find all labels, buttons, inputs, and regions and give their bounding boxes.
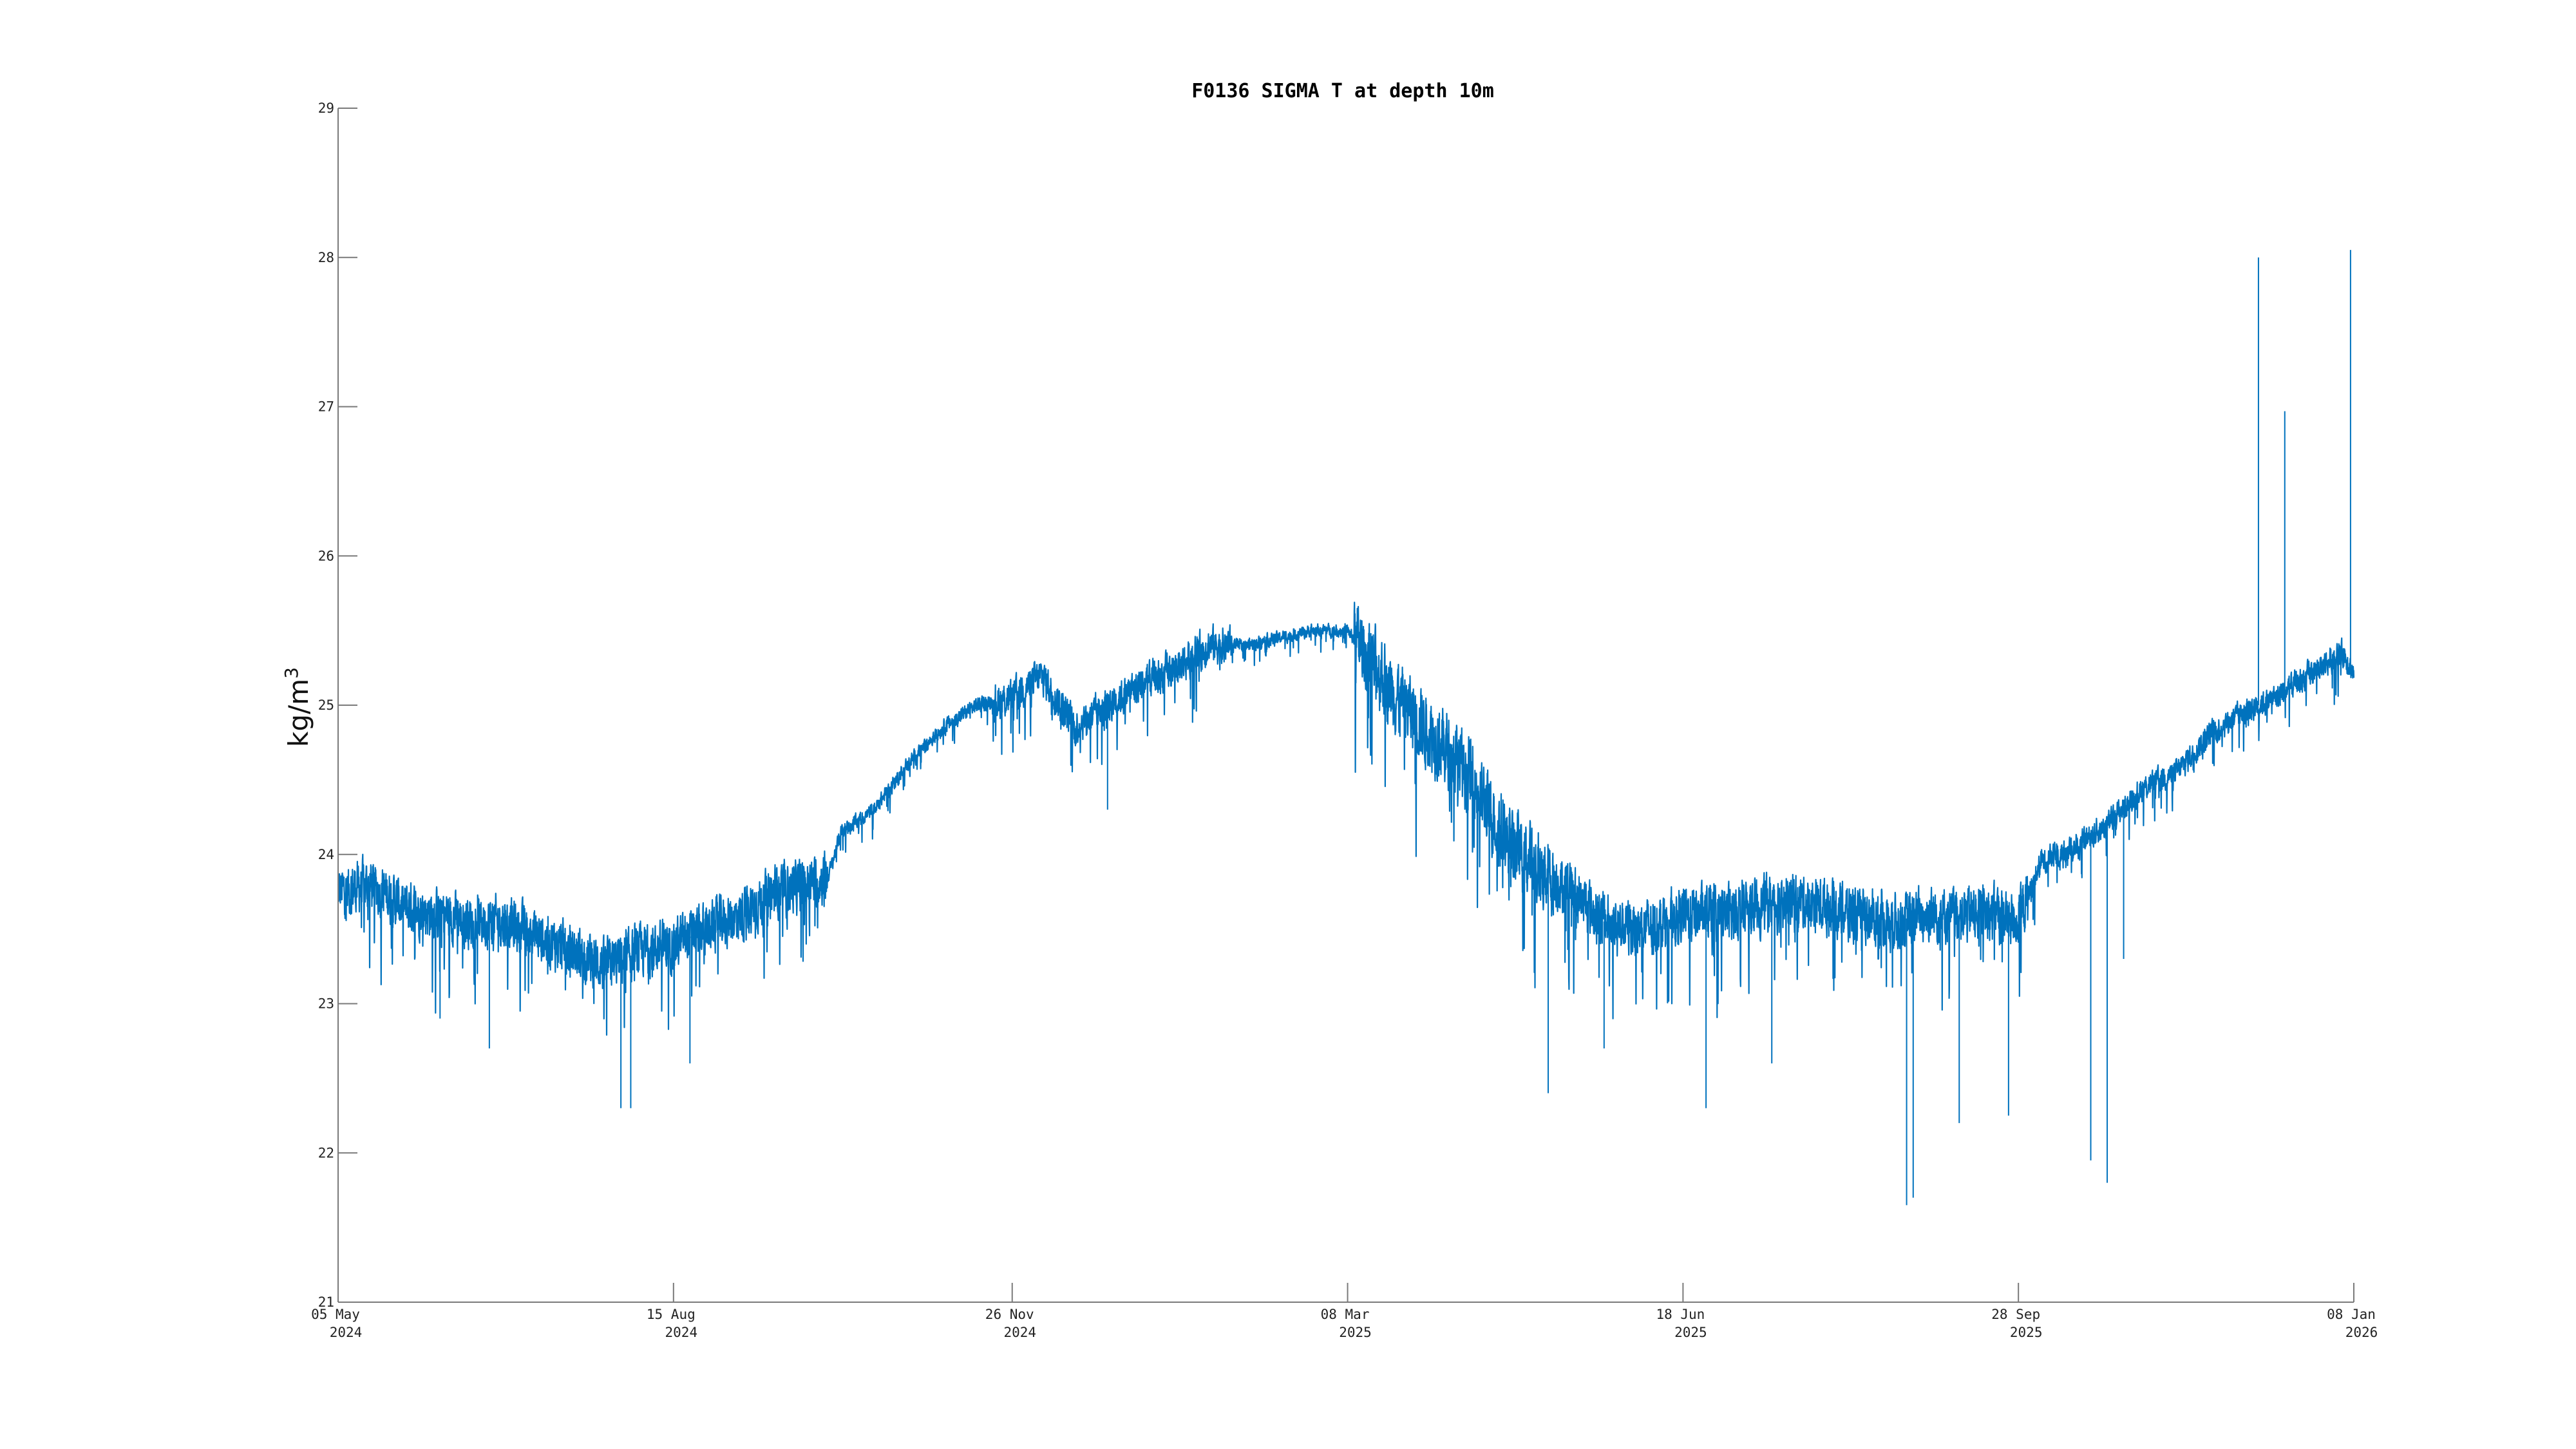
y-tick-label: 21: [318, 1294, 334, 1310]
x-tick-label-line2: 2026: [2345, 1325, 2378, 1340]
x-tick-label-line2: 2024: [665, 1325, 698, 1340]
x-tick-label-line2: 2025: [1674, 1325, 1707, 1340]
chart-title: F0136 SIGMA T at depth 10m: [1191, 80, 1494, 102]
y-tick-label: 22: [318, 1145, 334, 1160]
x-tick-label-line2: 2025: [2010, 1325, 2043, 1340]
svg-text:kg/m3: kg/m3: [281, 667, 314, 747]
x-tick-label-line2: 2024: [330, 1325, 363, 1340]
y-tick-label: 23: [318, 996, 334, 1012]
x-tick-label-line1: 28 Sep: [1991, 1307, 2040, 1322]
y-axis-label: kg/m3: [281, 667, 314, 747]
y-tick-label: 28: [318, 250, 334, 265]
plot-area: [337, 250, 2355, 1206]
y-tick-label: 29: [318, 100, 334, 116]
x-tick-label-line1: 26 Nov: [985, 1307, 1034, 1322]
y-axis-label-unit: kg/m: [283, 679, 314, 747]
x-tick-label-line2: 2024: [1003, 1325, 1036, 1340]
x-tick-label-line2: 2025: [1339, 1325, 1372, 1340]
y-axis-ticks: 21 22 23 24 25 26 27 28 29: [318, 100, 357, 1310]
y-axis-label-superscript: 3: [281, 667, 302, 679]
y-tick-label: 24: [318, 847, 334, 862]
x-tick-label-line1: 05 May: [311, 1307, 360, 1322]
x-tick-label-line1: 15 Aug: [647, 1307, 696, 1322]
series-line: [337, 601, 2355, 1036]
x-tick-label-line1: 08 Mar: [1321, 1307, 1370, 1322]
y-tick-label: 26: [318, 548, 334, 564]
x-axis-ticks: 05 May 2024 15 Aug 2024 26 Nov 2024 08 Mar 2025…: [311, 1283, 2378, 1340]
x-tick-label-line1: 08 Jan: [2327, 1307, 2376, 1322]
x-tick-label-line1: 18 Jun: [1656, 1307, 1705, 1322]
axes: [337, 108, 2354, 1303]
y-tick-label: 25: [318, 697, 334, 713]
y-tick-label: 27: [318, 399, 334, 415]
